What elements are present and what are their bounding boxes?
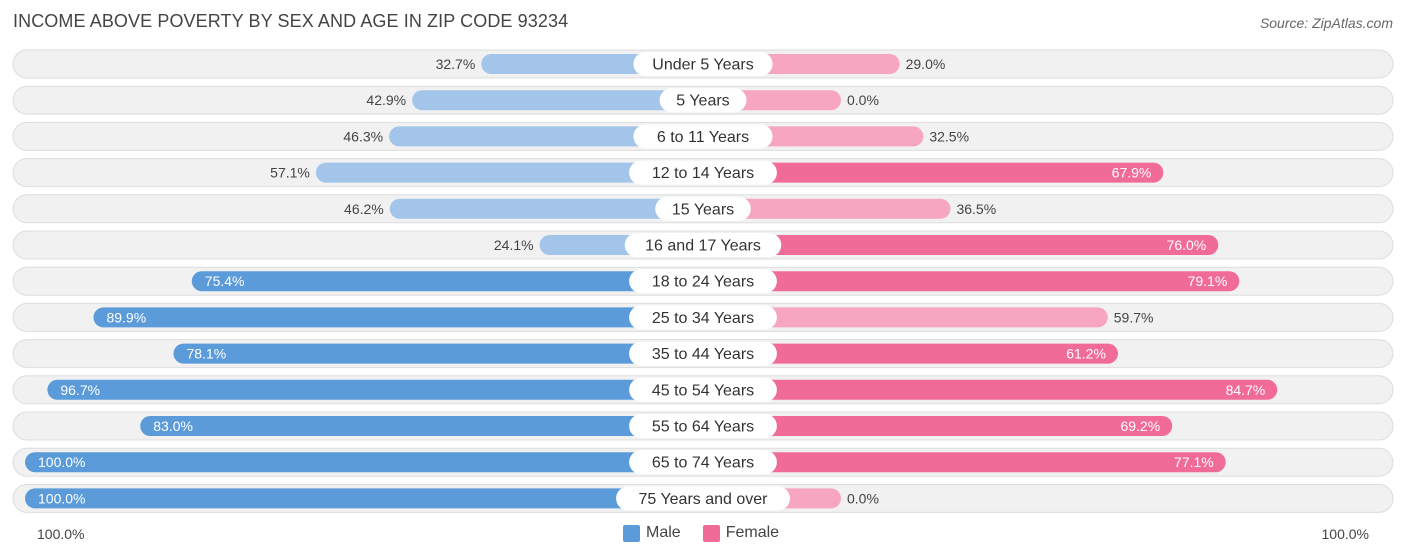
value-label-female: 79.1% xyxy=(1188,273,1228,289)
bar-female xyxy=(703,198,951,219)
bar-male xyxy=(25,452,703,473)
bar-female xyxy=(703,452,1226,473)
value-label-male: 42.9% xyxy=(366,92,406,108)
value-label-female: 76.0% xyxy=(1167,237,1207,253)
category-label: 75 Years and over xyxy=(639,491,769,508)
value-label-female: 67.9% xyxy=(1112,165,1152,181)
category-label-bg xyxy=(633,52,773,76)
bar-female xyxy=(703,235,1219,255)
bar-male xyxy=(315,162,703,183)
chart-title: INCOME ABOVE POVERTY BY SEX AND AGE IN Z… xyxy=(13,11,569,31)
value-label-male: 57.1% xyxy=(270,165,310,181)
legend-item-male: Male xyxy=(623,524,681,542)
legend-item-female: Female xyxy=(702,524,780,542)
value-label-male: 83.0% xyxy=(153,418,193,434)
bar-female xyxy=(703,416,1173,436)
bar-male xyxy=(389,198,703,219)
bar-female xyxy=(703,162,1164,183)
category-label: 16 and 17 Years xyxy=(645,238,761,255)
value-label-male: 75.4% xyxy=(205,273,245,289)
category-label-bg xyxy=(629,341,777,366)
bar-male xyxy=(93,307,703,328)
category-label: 6 to 11 Years xyxy=(657,129,749,146)
category-label: Under 5 Years xyxy=(652,57,753,74)
bar-male xyxy=(389,126,703,147)
value-label-male: 78.1% xyxy=(186,346,226,362)
category-label: 55 to 64 Years xyxy=(652,419,754,436)
category-label-bg xyxy=(629,450,777,475)
axis-left-label: 100.0% xyxy=(37,526,85,542)
category-label-bg xyxy=(659,88,747,113)
bar-female xyxy=(703,271,1240,292)
legend-label-male: Male xyxy=(646,524,681,541)
value-label-male: 96.7% xyxy=(60,382,100,398)
category-label-bg xyxy=(629,377,777,402)
value-label-male: 100.0% xyxy=(38,490,85,506)
category-label: 5 Years xyxy=(676,93,729,110)
axis-right-label: 100.0% xyxy=(1321,526,1369,542)
category-label: 12 to 14 Years xyxy=(652,165,754,182)
category-label: 65 to 74 Years xyxy=(652,455,754,472)
value-label-female: 84.7% xyxy=(1226,382,1266,398)
category-label-bg xyxy=(629,160,777,185)
value-label-female: 32.5% xyxy=(929,128,969,144)
value-label-male: 46.2% xyxy=(344,201,384,217)
value-label-female: 59.7% xyxy=(1114,309,1154,325)
value-label-male: 100.0% xyxy=(38,454,85,470)
value-label-female: 61.2% xyxy=(1066,346,1106,362)
bar-male xyxy=(140,416,703,436)
value-label-female: 77.1% xyxy=(1174,454,1214,470)
chart-source: Source: ZipAtlas.com xyxy=(1259,15,1393,31)
category-label-bg xyxy=(629,305,777,330)
value-label-female: 0.0% xyxy=(847,490,879,506)
category-label: 45 to 54 Years xyxy=(652,382,754,399)
category-label: 35 to 44 Years xyxy=(652,346,754,363)
value-label-male: 89.9% xyxy=(106,309,146,325)
value-label-female: 29.0% xyxy=(906,56,946,72)
category-label: 25 to 34 Years xyxy=(652,310,754,327)
bar-female xyxy=(703,343,1118,364)
category-label-bg xyxy=(616,486,790,511)
legend-label-female: Female xyxy=(725,524,780,541)
category-label: 15 Years xyxy=(672,201,734,218)
bar-male xyxy=(173,343,703,364)
value-label-male: 24.1% xyxy=(494,237,534,253)
bar-male xyxy=(47,379,703,400)
legend: Male Female xyxy=(623,524,793,542)
bar-male xyxy=(191,271,703,292)
category-label-bg xyxy=(629,414,777,438)
value-label-female: 69.2% xyxy=(1120,418,1160,434)
value-label-male: 32.7% xyxy=(436,56,476,72)
legend-swatch-female xyxy=(702,524,720,542)
category-label-bg xyxy=(629,269,777,294)
bar-female xyxy=(703,379,1278,400)
legend-swatch-male xyxy=(623,524,640,542)
category-label-bg xyxy=(633,124,773,149)
category-label-bg xyxy=(655,196,751,221)
bar-female xyxy=(703,307,1108,328)
bar-male xyxy=(25,488,703,509)
value-label-male: 46.3% xyxy=(343,128,383,144)
value-label-female: 0.0% xyxy=(847,92,879,108)
category-label-bg xyxy=(624,233,782,257)
category-label: 18 to 24 Years xyxy=(652,274,754,291)
bar-male xyxy=(412,90,703,111)
value-label-female: 36.5% xyxy=(956,201,996,217)
